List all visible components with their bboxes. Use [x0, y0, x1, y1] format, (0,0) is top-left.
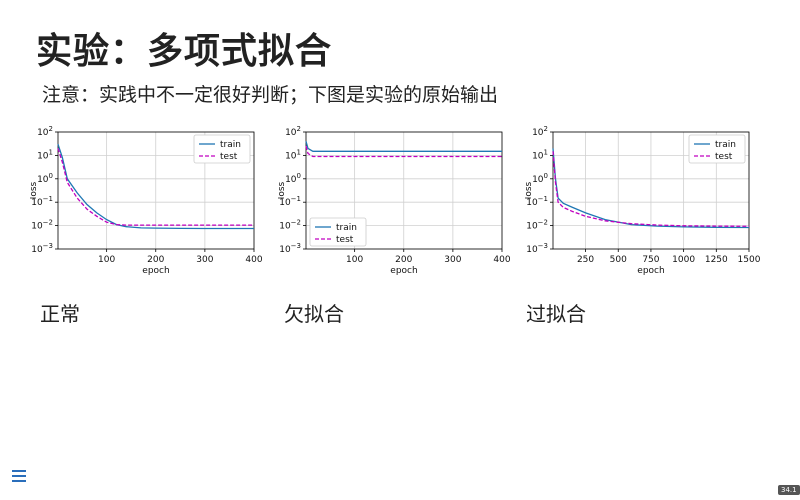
y-tick-label: 10−2	[279, 219, 301, 232]
x-tick-label: 300	[444, 255, 461, 265]
caption-overfit: 过拟合	[526, 302, 586, 326]
y-tick-label: 102	[285, 125, 301, 138]
y-tick-label: 102	[532, 125, 548, 138]
page-number-badge: 34.1	[778, 485, 800, 495]
x-tick-label: 1500	[738, 255, 761, 265]
chart-normal-plot: 100 200 300 400 102 101 100 10−1 10−2 10−3 epoch lo…	[30, 125, 263, 276]
x-tick-label: 100	[346, 255, 363, 265]
y-tick-label: 10−2	[31, 219, 53, 232]
y-tick-label: 102	[37, 125, 53, 138]
x-axis-label: epoch	[390, 266, 417, 276]
x-tick-label: 200	[395, 255, 412, 265]
y-tick-label: 10−2	[526, 219, 548, 232]
y-tick-label: 10−1	[279, 195, 301, 208]
legend-label-test: test	[220, 152, 238, 162]
y-tick-label: 101	[285, 148, 301, 161]
menu-icon[interactable]	[12, 470, 26, 484]
chart-normal: 100 200 300 400 102 101 100 10−1 10−2 10−3 epoch lo…	[30, 122, 270, 282]
y-axis-label: loss	[30, 181, 39, 199]
series-line-test	[552, 151, 750, 227]
x-tick-label: 100	[98, 255, 115, 265]
x-tick-label: 500	[610, 255, 627, 265]
chart-underfit: 100 200 300 400 102 101 100 10−1 10−2 10−3 epoch lo…	[278, 122, 518, 282]
legend-label-test: test	[715, 152, 733, 162]
y-tick-label: 10−3	[279, 242, 301, 255]
y-tick-label: 100	[285, 172, 301, 185]
x-tick-label: 250	[577, 255, 594, 265]
x-tick-label: 1250	[705, 255, 728, 265]
chart-overfit-plot: 250 500 750 1000 1250 1500 102 101 100 10−1 10−2 10…	[525, 125, 761, 276]
x-axis-label: epoch	[637, 266, 664, 276]
y-tick-label: 10−1	[31, 195, 53, 208]
y-tick-label: 100	[37, 172, 53, 185]
x-tick-label: 200	[147, 255, 164, 265]
y-tick-label: 10−1	[526, 195, 548, 208]
series-line-train	[305, 141, 502, 152]
slide-subtitle: 注意：实践中不一定很好判断；下图是实验的原始输出	[42, 84, 499, 106]
legend-label-train: train	[220, 140, 241, 150]
x-tick-label: 1000	[672, 255, 695, 265]
x-tick-label: 400	[493, 255, 510, 265]
caption-underfit: 欠拟合	[284, 302, 344, 326]
series-line-test	[305, 145, 502, 158]
y-tick-label: 100	[532, 172, 548, 185]
chart-overfit: 250 500 750 1000 1250 1500 102 101 100 10−1 10−2 10…	[525, 122, 765, 282]
y-axis-label: loss	[278, 181, 287, 199]
legend-label-test: test	[336, 235, 354, 245]
legend-label-train: train	[336, 223, 357, 233]
caption-normal: 正常	[40, 302, 80, 326]
y-tick-label: 10−3	[526, 242, 548, 255]
y-axis-label: loss	[525, 181, 534, 199]
x-tick-label: 300	[196, 255, 213, 265]
y-tick-label: 10−3	[31, 242, 53, 255]
x-axis-label: epoch	[142, 266, 169, 276]
y-tick-label: 101	[37, 148, 53, 161]
y-tick-label: 101	[532, 148, 548, 161]
x-tick-label: 400	[245, 255, 262, 265]
series-line-test	[57, 148, 254, 226]
slide-title: 实验：多项式拟合	[36, 31, 333, 72]
x-tick-label: 750	[642, 255, 659, 265]
legend-label-train: train	[715, 140, 736, 150]
chart-underfit-plot: 100 200 300 400 102 101 100 10−1 10−2 10−3 epoch lo…	[278, 125, 511, 276]
